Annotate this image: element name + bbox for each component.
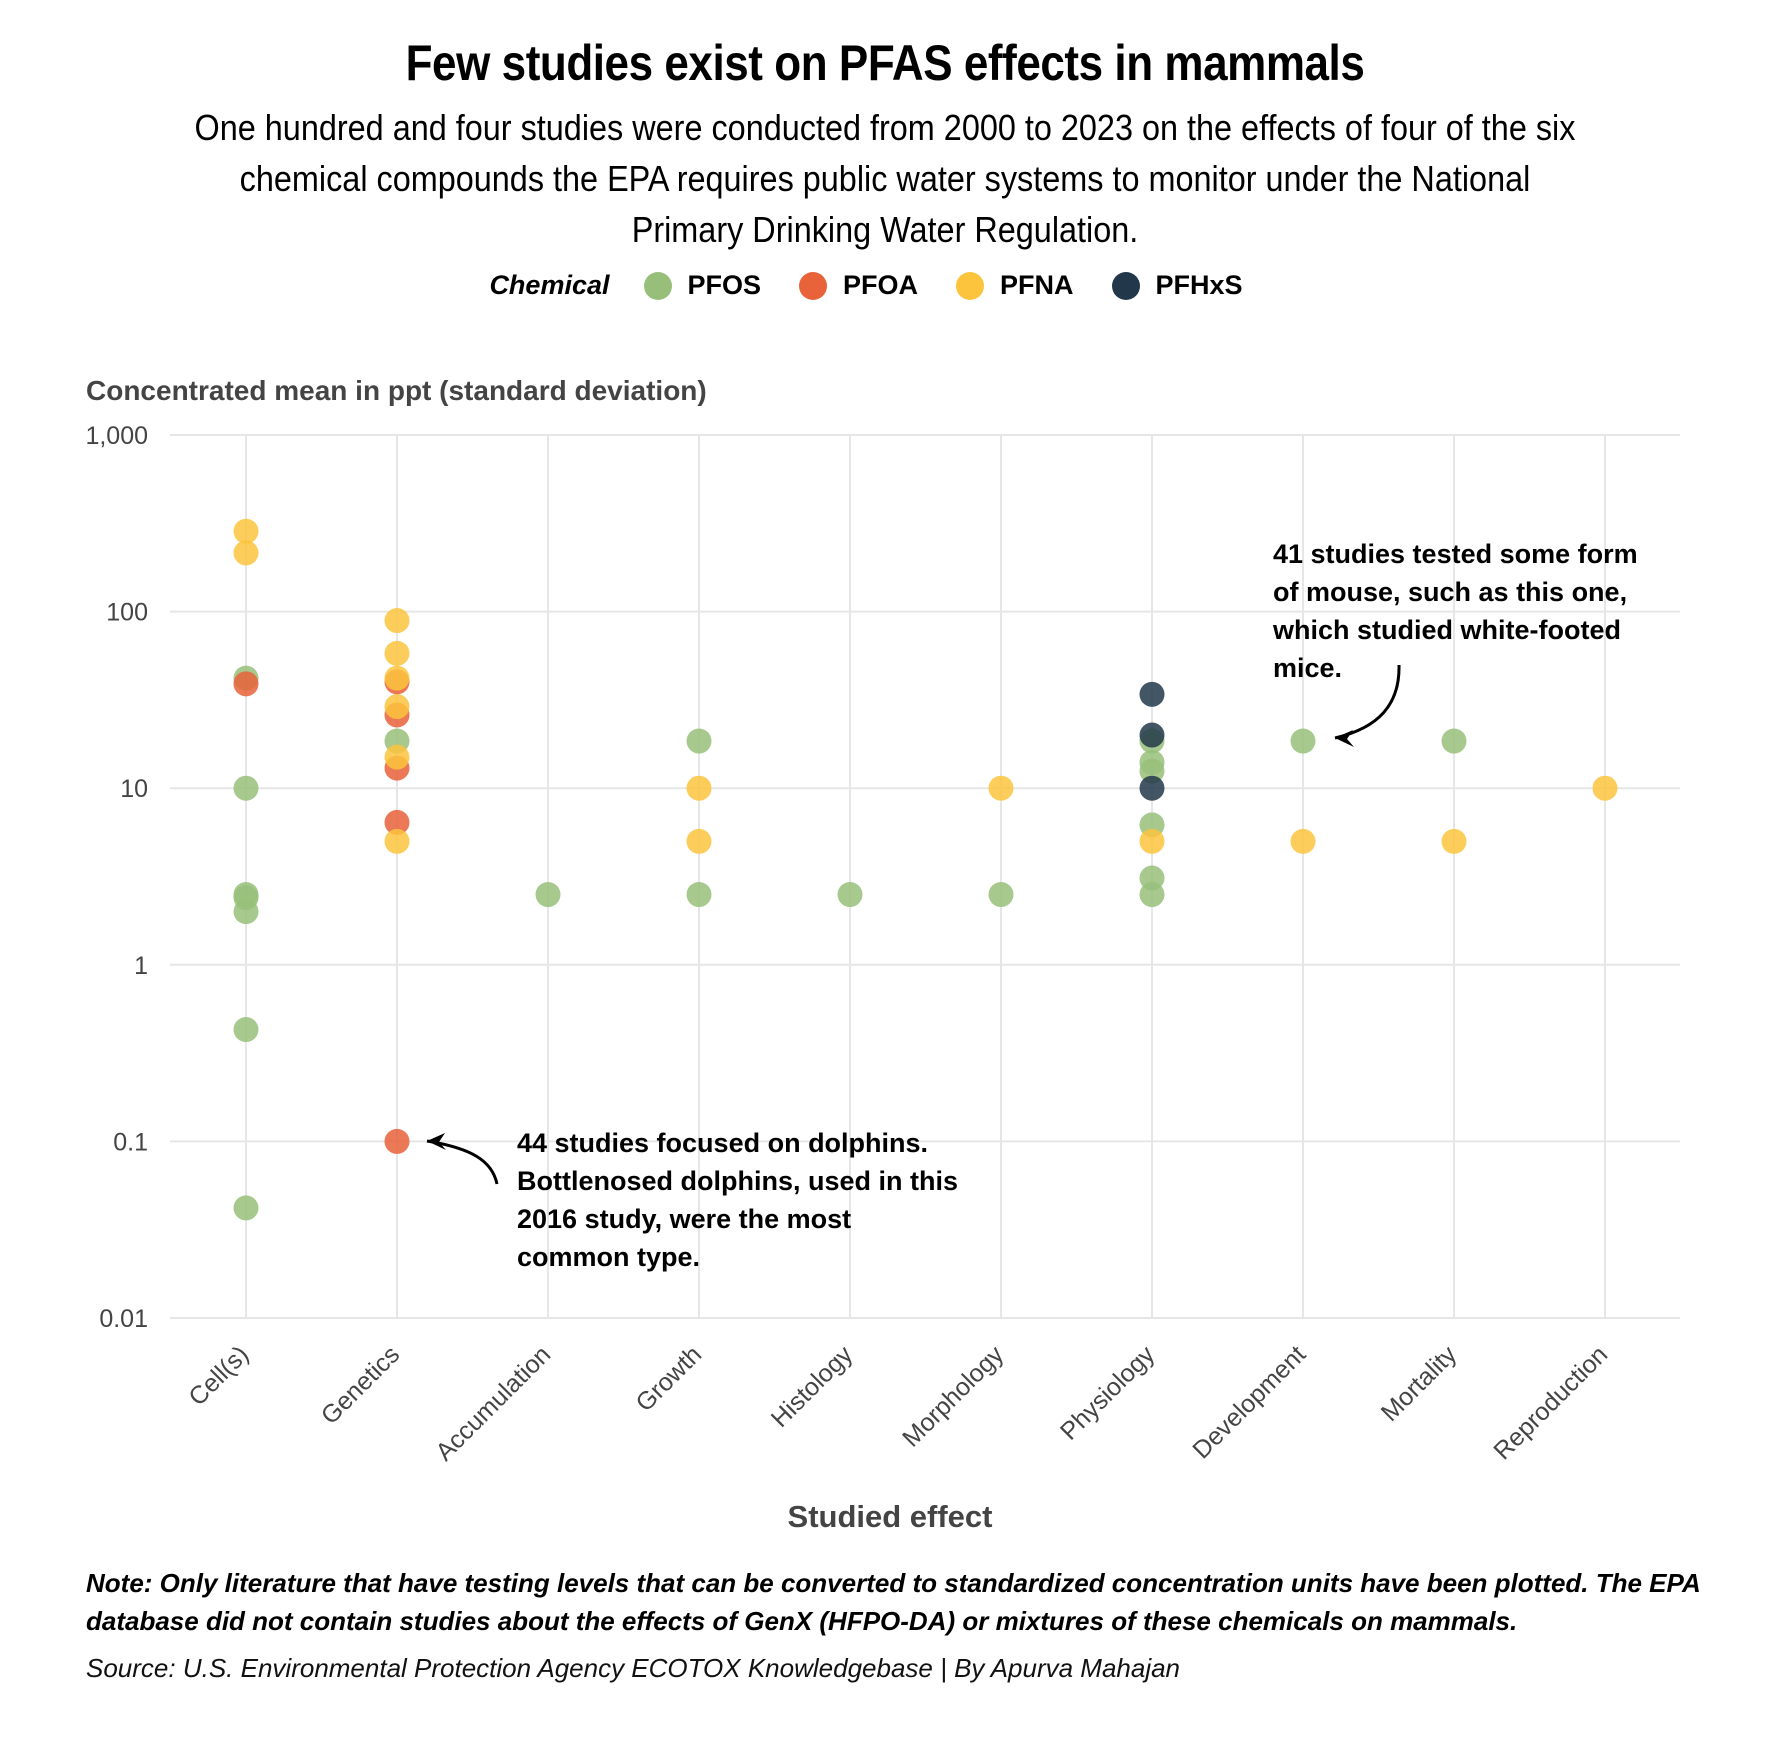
x-tick-label-morphology: Morphology xyxy=(897,1340,1010,1453)
point-pfoa-genetics-4 xyxy=(384,809,410,835)
chart-note: Note: Only literature that have testing … xyxy=(86,1568,1700,1636)
scatter-chart: 0.01 0.1 1 10 100 1,000 Cell(s) Genetics Accumul… xyxy=(85,375,1680,1534)
legend-item-pfhxs: PFHxS xyxy=(1111,270,1243,301)
point-pfos-development-19 xyxy=(1290,728,1316,754)
point-pfna-morphology-10 xyxy=(988,775,1014,801)
x-tick-label-physiology: Physiology xyxy=(1055,1340,1161,1446)
chart-source: Source: U.S. Environmental Protection Ag… xyxy=(86,1653,1181,1683)
point-pfos-accumulation-8 xyxy=(535,882,561,908)
legend-swatch-pfna xyxy=(956,271,985,300)
point-pfos-cell-s-1 xyxy=(233,775,259,801)
legend-item-pfos: PFOS xyxy=(643,270,762,301)
annotation-mice-line-1: of mouse, such as this one, xyxy=(1273,577,1627,607)
x-tick-label-reproduction: Reproduction xyxy=(1488,1340,1613,1465)
annotation-mice-line-2: which studied white-footed xyxy=(1272,615,1621,645)
point-pfos-cell-s-4 xyxy=(233,899,259,925)
annotation-dolphins-line-1: Bottlenosed dolphins, used in this xyxy=(517,1166,958,1196)
point-pfos-physiology-15 xyxy=(1139,758,1165,784)
point-pfoa-cell-s-0 xyxy=(233,671,259,697)
y-axis-title: Concentrated mean in ppt (standard devia… xyxy=(86,375,707,406)
point-pfhxs-physiology-0 xyxy=(1139,681,1165,707)
x-tick-label-accumulation: Accumulation xyxy=(430,1340,556,1466)
point-pfna-physiology-11 xyxy=(1139,828,1165,854)
legend-swatch-pfoa xyxy=(799,271,828,300)
point-pfos-growth-9 xyxy=(686,728,712,754)
point-pfhxs-physiology-2 xyxy=(1139,775,1165,801)
y-tick-label-10: 10 xyxy=(120,775,148,803)
x-tick-label-mortality: Mortality xyxy=(1376,1340,1463,1427)
x-tick-label-development: Development xyxy=(1187,1340,1311,1464)
point-pfos-mortality-20 xyxy=(1441,728,1467,754)
annotation-mice-arrowhead xyxy=(1335,730,1354,747)
legend-label-pfos: PFOS xyxy=(687,270,762,300)
legend-title: Chemical xyxy=(489,270,610,300)
point-pfoa-genetics-5 xyxy=(384,1128,410,1154)
legend: Chemical PFOS PFOA PFNA PFHxS xyxy=(0,270,1770,301)
point-pfna-growth-8 xyxy=(686,775,712,801)
annotation-dolphins-line-2: 2016 study, were the most xyxy=(517,1204,851,1234)
chart-subtitle: One hundred and four studies were conduc… xyxy=(194,107,1576,250)
point-pfna-genetics-6 xyxy=(384,744,410,770)
point-pfna-cell-s-0 xyxy=(233,518,259,544)
legend-swatch-pfhxs xyxy=(1111,271,1140,300)
point-pfos-cell-s-6 xyxy=(233,1195,259,1221)
annotation-mice-arrow xyxy=(1334,664,1401,740)
point-pfna-reproduction-14 xyxy=(1592,775,1618,801)
x-tick-label-histology: Histology xyxy=(766,1340,859,1433)
y-tick-label-1: 1 xyxy=(134,952,148,980)
point-pfna-genetics-7 xyxy=(384,828,410,854)
legend-label-pfna: PFNA xyxy=(1000,270,1074,300)
x-tick-label-genetics: Genetics xyxy=(316,1340,406,1430)
point-pfos-cell-s-5 xyxy=(233,1017,259,1043)
point-pfna-genetics-4 xyxy=(384,665,410,691)
point-pfna-development-12 xyxy=(1290,828,1316,854)
legend-label-pfoa: PFOA xyxy=(843,270,919,300)
point-pfos-growth-10 xyxy=(686,882,712,908)
point-pfos-histology-11 xyxy=(837,882,863,908)
point-pfhxs-physiology-1 xyxy=(1139,722,1165,748)
point-pfos-morphology-12 xyxy=(988,882,1014,908)
legend-item-pfoa: PFOA xyxy=(799,270,918,301)
annotation-dolphins-arrowhead xyxy=(427,1133,446,1150)
y-tick-label-1-000: 1,000 xyxy=(85,422,148,450)
point-pfna-genetics-5 xyxy=(384,694,410,720)
point-pfos-physiology-18 xyxy=(1139,882,1165,908)
y-tick-label-0-01: 0.01 xyxy=(99,1305,148,1333)
y-tick-label-100: 100 xyxy=(106,599,148,627)
x-tick-label-cell-s: Cell(s) xyxy=(183,1340,254,1411)
chart-title: Few studies exist on PFAS effects in mam… xyxy=(405,35,1365,91)
annotation-mice-line-0: 41 studies tested some form xyxy=(1273,539,1638,569)
point-pfna-genetics-2 xyxy=(384,608,410,634)
point-pfna-growth-9 xyxy=(686,828,712,854)
legend-label-pfhxs: PFHxS xyxy=(1155,270,1243,300)
x-axis-title: Studied effect xyxy=(788,1499,993,1534)
annotation-dolphins-line-0: 44 studies focused on dolphins. xyxy=(517,1128,928,1158)
annotation-dolphins-line-3: common type. xyxy=(517,1242,700,1272)
y-tick-label-0-1: 0.1 xyxy=(113,1128,148,1156)
legend-swatch-pfos xyxy=(643,271,672,300)
annotation-mice-line-3: mice. xyxy=(1273,653,1342,683)
x-tick-label-growth: Growth xyxy=(630,1340,707,1417)
point-pfna-genetics-3 xyxy=(384,640,410,666)
point-pfna-mortality-13 xyxy=(1441,828,1467,854)
legend-item-pfna: PFNA xyxy=(956,270,1074,301)
annotation-dolphins-arrow xyxy=(426,1139,499,1185)
point-pfna-cell-s-1 xyxy=(233,540,259,566)
